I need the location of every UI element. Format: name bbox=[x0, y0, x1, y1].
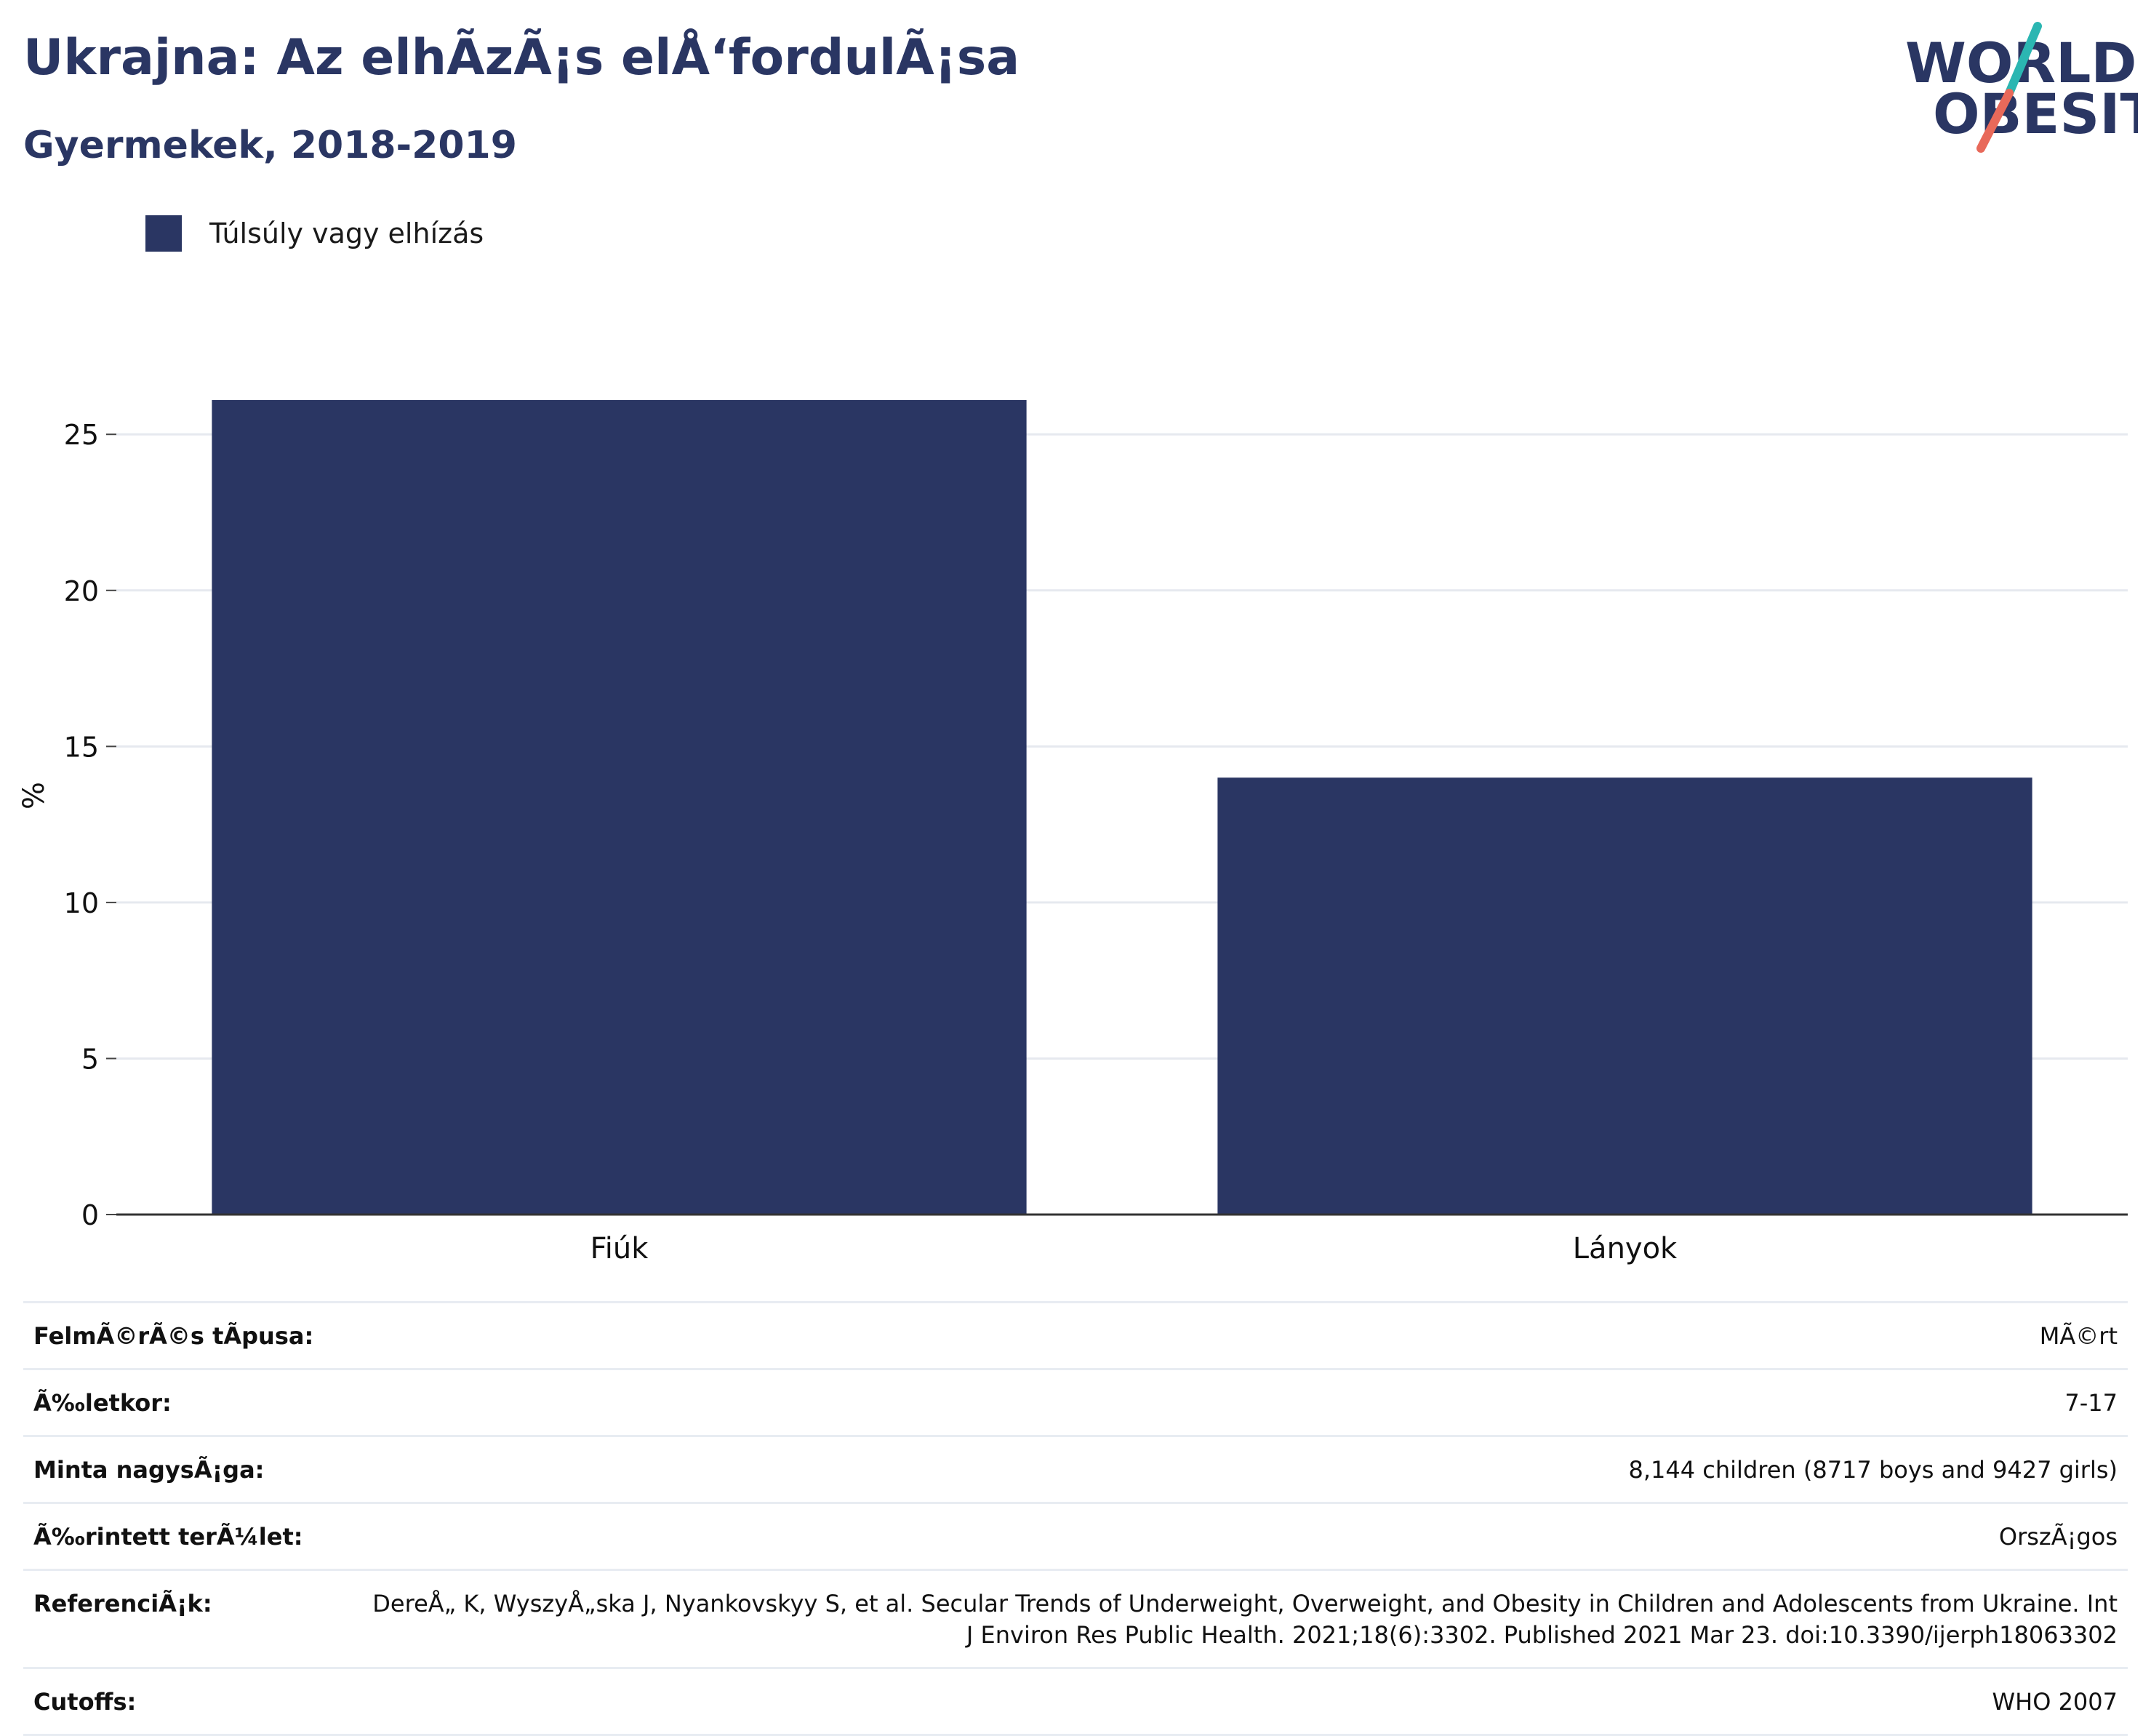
axes: 0 5 10 15 20 25 Fiúk Lányok bbox=[64, 419, 2128, 1265]
y-tick-label: 20 bbox=[64, 575, 99, 607]
info-value: WHO 2007 bbox=[1992, 1688, 2118, 1716]
bar-fiuk bbox=[212, 400, 1027, 1215]
info-key: ReferenciÃ¡k: bbox=[33, 1590, 212, 1617]
bars bbox=[212, 400, 2032, 1215]
y-axis-title: % bbox=[17, 782, 51, 809]
chart-subtitle: Gyermekek, 2018-2019 bbox=[23, 124, 517, 167]
info-row-references: ReferenciÃ¡k: DereÅ„ K, WyszyÅ„ska J, Ny… bbox=[23, 1571, 2128, 1669]
logo-slash-teal bbox=[2005, 22, 2042, 97]
info-value: 7-17 bbox=[2064, 1389, 2118, 1417]
info-table: FelmÃ©rÃ©s tÃpusa: MÃ©rt Ã‰letkor: 7-17 … bbox=[23, 1301, 2128, 1736]
logo-text-obesity: OBESITY bbox=[1933, 81, 2138, 146]
y-tick-label: 0 bbox=[81, 1199, 99, 1231]
x-tick-label: Lányok bbox=[1573, 1232, 1678, 1265]
y-tick-label: 15 bbox=[64, 731, 99, 763]
info-key: Ã‰rintett terÃ¼let: bbox=[33, 1523, 303, 1551]
info-key: FelmÃ©rÃ©s tÃpusa: bbox=[33, 1322, 314, 1350]
legend-label: Túlsúly vagy elhízás bbox=[209, 217, 484, 249]
info-key: Minta nagysÃ¡ga: bbox=[33, 1456, 265, 1484]
info-key: Ã‰letkor: bbox=[33, 1389, 172, 1417]
info-value: DereÅ„ K, WyszyÅ„ska J, Nyankovskyy S, e… bbox=[372, 1590, 2118, 1649]
world-obesity-logo: WORLD OBESITY bbox=[1905, 22, 2138, 153]
info-row-sample-size: Minta nagysÃ¡ga: 8,144 children (8717 bo… bbox=[23, 1437, 2128, 1504]
info-key: Cutoffs: bbox=[33, 1688, 137, 1716]
y-tick-label: 5 bbox=[81, 1043, 99, 1075]
y-tick-label: 25 bbox=[64, 419, 99, 451]
info-value: MÃ©rt bbox=[2039, 1322, 2118, 1350]
logo-slash-coral bbox=[1976, 89, 2014, 153]
legend-swatch bbox=[145, 215, 182, 252]
chart-title: Ukrajna: Az elhÃzÃ¡s elÅ‘fordulÃ¡sa bbox=[23, 29, 1020, 87]
info-row-area: Ã‰rintett terÃ¼let: OrszÃ¡gos bbox=[23, 1504, 2128, 1571]
info-value: OrszÃ¡gos bbox=[1998, 1523, 2118, 1551]
bar-chart: 0 5 10 15 20 25 Fiúk Lányok % bbox=[17, 400, 2128, 1265]
legend: Túlsúly vagy elhízás bbox=[145, 215, 484, 252]
info-row-age: Ã‰letkor: 7-17 bbox=[23, 1370, 2128, 1437]
x-tick-label: Fiúk bbox=[590, 1232, 649, 1265]
bar-lanyok bbox=[1217, 777, 2032, 1215]
info-row-survey-type: FelmÃ©rÃ©s tÃpusa: MÃ©rt bbox=[23, 1303, 2128, 1370]
info-value: 8,144 children (8717 boys and 9427 girls… bbox=[1628, 1456, 2118, 1484]
info-row-cutoffs: Cutoffs: WHO 2007 bbox=[23, 1669, 2128, 1736]
y-tick-label: 10 bbox=[64, 887, 99, 919]
